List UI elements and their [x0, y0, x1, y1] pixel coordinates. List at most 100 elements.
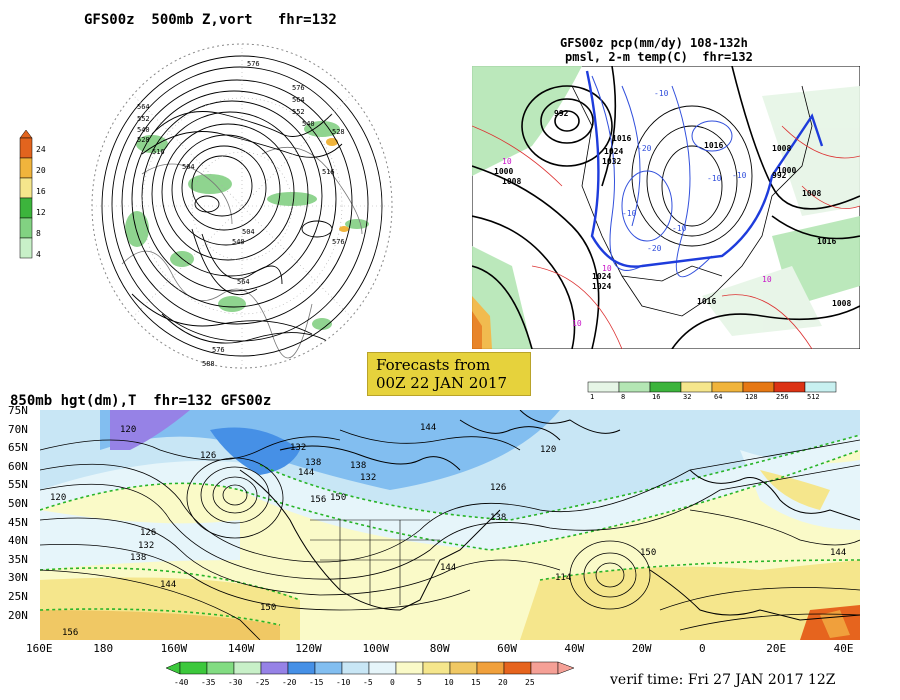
lon-label: 100W: [362, 642, 390, 655]
contour-label: 576: [292, 84, 305, 92]
legend-arrow-left: [165, 661, 181, 675]
temp-legend: -40 -35 -30 -25 -20 -15 -10 -5 0 5 10 15 20 25: [165, 661, 575, 687]
temp-dashed-lines: [40, 434, 860, 626]
vort-legend-swatch: [19, 177, 33, 199]
temp-label: -20: [637, 144, 652, 153]
precip-legend-tick: 16: [652, 393, 660, 400]
pressure-label: 1008: [502, 177, 521, 186]
temp-legend-tick: -15: [309, 678, 324, 687]
contour-label: 516: [322, 168, 335, 176]
temp-legend-tick: -35: [201, 678, 216, 687]
vort-legend-tick: 24: [36, 145, 46, 154]
lat-label: 25N: [8, 590, 28, 603]
temp-legend-swatch: [449, 661, 478, 675]
vort-legend-swatch: [19, 237, 33, 259]
contour-label: 564: [237, 278, 250, 286]
temp-label: -10: [732, 171, 747, 180]
precip-legend-swatch: [804, 381, 837, 393]
height-label: 132: [290, 443, 306, 453]
lat-label: 35N: [8, 552, 28, 566]
contour-label: 564: [137, 103, 150, 111]
panel-precip-title-line1: GFS00z pcp(mm/dy) 108-132h: [560, 36, 748, 50]
contour-label: 576: [247, 60, 260, 68]
pressure-label: 1016: [817, 237, 836, 246]
temp-legend-tick: -40: [174, 678, 189, 687]
precip-legend-tick: 512: [807, 393, 820, 400]
lat-label: 65N: [8, 441, 28, 455]
lon-label: 160W: [160, 642, 188, 655]
temp-legend-swatch: [179, 661, 208, 675]
height-label: 120: [120, 425, 136, 435]
height-label: 156: [310, 495, 326, 505]
pressure-label: 1008: [772, 144, 791, 153]
lat-label: 45N: [8, 515, 28, 529]
precip-legend-tick: 64: [714, 393, 722, 400]
contour-label: 504: [242, 228, 255, 236]
temp-label: -10: [707, 174, 722, 183]
lon-label: 120W: [295, 642, 322, 655]
temp-label: 10: [502, 157, 512, 166]
pressure-label: 1000: [777, 166, 796, 175]
panel-850mb-title: 850mb hgt(dm),T fhr=132 GFS00z: [10, 393, 272, 409]
isobars: [472, 66, 860, 349]
vort-legend-tick: 20: [36, 166, 46, 175]
height-label: 144: [160, 580, 176, 590]
precip-legend-swatch: [649, 381, 682, 393]
pressure-label: 1024: [592, 272, 611, 281]
temp-legend-tick: -25: [255, 678, 270, 687]
temp-legend-tick: -30: [228, 678, 243, 687]
vort-legend-swatch: [19, 137, 33, 159]
temp-legend-tick: 25: [525, 678, 535, 687]
contour-label: 576: [332, 238, 345, 246]
temp-label: 10: [572, 319, 582, 328]
temp-legend-tick: 5: [417, 678, 422, 687]
pressure-label: 1016: [704, 141, 723, 150]
lat-label: 20N: [8, 608, 28, 622]
temp-label: -10: [654, 89, 669, 98]
lon-label: 40E: [833, 642, 854, 655]
legend-arrow: [19, 129, 33, 139]
vort-legend: 24 20 16 12 8 4: [18, 129, 62, 265]
precip-legend-tick: 128: [745, 393, 758, 400]
height-label: 120: [540, 445, 556, 455]
lat-label: 40N: [8, 534, 28, 548]
pressure-label: 1000: [494, 167, 513, 176]
temp-label: -10: [672, 224, 687, 233]
precip-legend-swatch: [680, 381, 713, 393]
pressure-label: 1016: [612, 134, 631, 143]
lat-label: 50N: [8, 497, 28, 510]
height-label: 144: [440, 563, 456, 573]
lon-label: 60W: [497, 642, 517, 655]
height-label: 126: [200, 451, 216, 461]
lon-label: 180: [93, 642, 114, 655]
height-label: 138: [490, 513, 506, 523]
panel-500mb-title: GFS00z 500mb Z,vort fhr=132: [84, 12, 337, 28]
contour-label: 528: [332, 128, 345, 136]
height-label: 144: [830, 548, 846, 558]
temp-legend-swatch: [368, 661, 397, 675]
state-borders: [310, 519, 440, 605]
contour-label: 528: [137, 136, 150, 144]
temp-legend-tick: -20: [282, 678, 297, 687]
contour-labels: 5765645525405285165045765645525405285165…: [137, 60, 345, 368]
vort-legend-swatch: [19, 217, 33, 239]
temp-contours-cold: [591, 75, 733, 278]
pressure-label: 1024: [604, 147, 623, 156]
height-label: 114: [555, 573, 571, 583]
pressure-label: 1008: [832, 299, 851, 308]
temp-legend-swatch: [395, 661, 424, 675]
temp-legend-swatch: [287, 661, 316, 675]
contour-label: 564: [292, 96, 305, 104]
temp-legend-tick: -5: [363, 678, 373, 687]
temp-legend-swatch: [206, 661, 235, 675]
vort-legend-tick: 8: [36, 229, 41, 238]
contour-label: 516: [152, 148, 165, 156]
lon-label: 160E: [26, 642, 53, 655]
lon-label: 20E: [766, 642, 787, 655]
temp-label: 10: [602, 264, 612, 273]
contour-label: 540: [302, 120, 315, 128]
temp-legend-swatch: [341, 661, 370, 675]
precip-legend-tick: 1: [590, 393, 594, 400]
temp-legend-swatch: [260, 661, 289, 675]
precip-legend: 1 8 16 32 64 128 256 512: [587, 381, 837, 400]
